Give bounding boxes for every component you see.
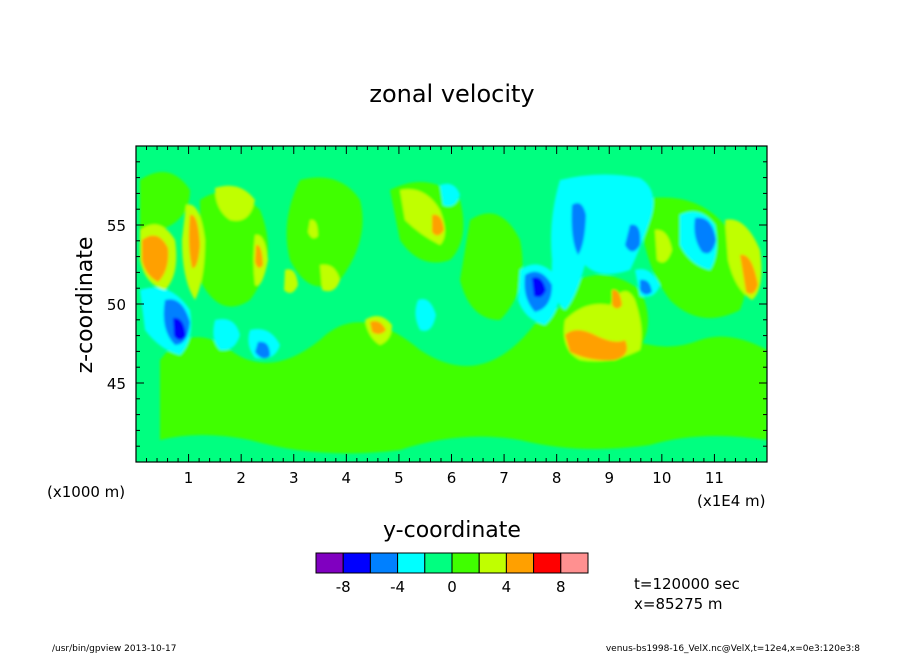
position-info: x=85275 m [634,595,723,613]
y-tick-label: 45 [107,375,126,393]
field-region-blue [532,277,546,298]
colorbar-swatch [342,552,371,574]
colorbar-label: 8 [556,578,566,596]
field-region-yellow [320,264,340,292]
field-region-cyan [213,319,240,351]
x-tick-label: 3 [289,469,299,487]
field-region-yellow [284,269,298,294]
field-region-yellow [655,229,672,263]
colorbar-labels: -8 -4 0 4 8 [336,578,566,596]
field-region-yellow [215,185,255,221]
field-region-light-blue [255,341,270,359]
field-region-orange [370,321,386,335]
y-scale-label: (x1000 m) [47,483,125,501]
colorbar-swatch [478,552,507,574]
colorbar-swatch [505,552,535,574]
field-region-yellow [308,219,318,239]
colorbar [315,552,589,574]
field-region-light-blue [625,224,641,252]
x-axis-label: y-coordinate [383,518,521,543]
field-region-orange [612,289,622,309]
axis-ticks [136,146,767,462]
x-tick-label: 6 [447,469,457,487]
field-region-orange [142,235,169,282]
field-region-light-blue [694,217,716,254]
field-region-blue [173,317,186,340]
x-tick-labels: 1 2 3 4 5 6 7 8 9 10 11 [184,469,724,487]
field-region-light-blue [640,279,652,295]
x-tick-label: 2 [236,469,246,487]
y-axis-label: z-coordinate [73,237,98,374]
colorbar-label: 4 [502,578,512,596]
time-info: t=120000 sec [634,575,740,593]
field-region-zero-plus [286,177,363,287]
chart-title: zonal velocity [369,80,534,108]
x-tick-label: 1 [184,469,194,487]
colorbar-swatch [424,552,453,574]
x-tick-label: 8 [552,469,562,487]
colorbar-label: 0 [447,578,457,596]
x-tick-label: 11 [705,469,724,487]
y-tick-label: 50 [107,296,126,314]
field-region-zero-plus [140,172,190,230]
x-tick-label: 5 [394,469,404,487]
field-region-orange [255,244,263,268]
y-tick-labels: 45 50 55 [107,217,126,393]
colorbar-label: -8 [336,578,351,596]
colorbar-swatch [533,552,562,574]
field-region-orange [740,254,758,294]
field-region-zero-plus [460,213,523,320]
field-region-cyan [415,299,436,331]
x-tick-label: 9 [604,469,614,487]
x-scale-label: (x1E4 m) [697,492,766,510]
colorbar-swatch [397,552,426,574]
field-region-orange [565,330,628,361]
field-region-zero-plus [200,192,268,307]
field-region-orange [432,214,444,236]
field-region-light-blue [571,202,586,255]
contour-field [136,146,767,462]
colorbar-swatch [315,552,344,574]
field-region-orange [188,214,200,269]
field-region-cyan [440,183,460,207]
y-tick-label: 55 [107,217,126,235]
colorbar-label: -4 [390,578,405,596]
x-tick-label: 7 [499,469,509,487]
footer-right: venus-bs1998-16_VelX.nc@VelX,t=12e4,x=0e… [606,644,860,654]
colorbar-swatch [560,552,589,574]
x-tick-label: 4 [342,469,352,487]
footer-left: /usr/bin/gpview 2013-10-17 [52,644,176,654]
x-tick-label: 10 [652,469,671,487]
colorbar-swatch [451,552,480,574]
colorbar-swatch [369,552,399,574]
